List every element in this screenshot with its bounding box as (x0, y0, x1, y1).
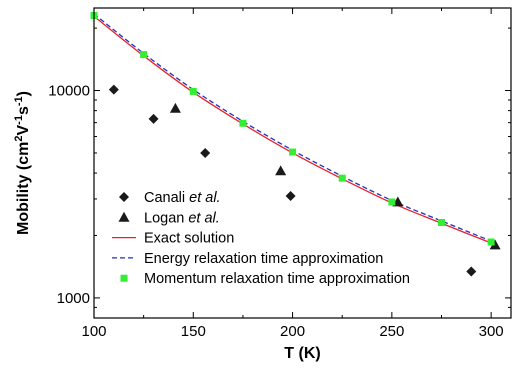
y-axis-label-sup1: 2 (13, 136, 25, 142)
x-axis-label: T (K) (284, 345, 320, 362)
y-axis-label-mid1: V (15, 125, 32, 136)
y-axis-label: Mobility (cm2V-1s-1) (13, 91, 32, 235)
data-point-momentum-relaxation-time-approximation (289, 148, 297, 156)
y-tick-label: 10000 (48, 83, 90, 100)
series-layer (90, 12, 501, 277)
y-axis-label-sup3: -1 (13, 96, 25, 106)
legend-label-logan-et-al: Logan et al. (144, 210, 220, 226)
data-point-momentum-relaxation-time-approximation (388, 198, 396, 206)
series-line-exact-solution (93, 15, 492, 244)
data-point-momentum-relaxation-time-approximation (239, 119, 247, 127)
y-axis-label-mid2: s (15, 106, 32, 115)
legend-label-energy-relaxation-time-approximation: Energy relaxation time approximation (144, 251, 383, 267)
y-axis-label-prefix: Mobility (cm (15, 142, 32, 235)
data-point-canali-et-al (200, 147, 211, 158)
legend-label-exact-solution: Exact solution (144, 231, 234, 247)
y-axis-label-sup2: -1 (13, 115, 25, 125)
data-point-momentum-relaxation-time-approximation (487, 238, 495, 246)
x-tick-label: 100 (81, 323, 106, 340)
data-point-momentum-relaxation-time-approximation (338, 174, 346, 182)
y-axis-label-suffix: ) (15, 91, 32, 96)
legend-swatch-momentum-relaxation-time-approximation (120, 274, 128, 282)
data-point-momentum-relaxation-time-approximation (140, 51, 148, 59)
data-point-momentum-relaxation-time-approximation (189, 87, 197, 95)
legend-swatch-logan-et-al (118, 211, 130, 222)
axis-ticks: 100 150 200 250 300 1000 10000 (48, 8, 511, 340)
data-point-canali-et-al (108, 84, 119, 95)
data-point-logan-et-al (169, 102, 181, 113)
x-tick-label: 300 (479, 323, 504, 340)
series-line-energy-relaxation-time-approximation (93, 13, 492, 242)
x-tick-label: 250 (379, 323, 404, 340)
legend-swatch-canali-et-al (119, 192, 129, 202)
legend-label-canali-et-al: Canali et al. (144, 190, 221, 206)
data-point-momentum-relaxation-time-approximation (438, 218, 445, 226)
legend-label-momentum-relaxation-time-approximation: Momentum relaxation time approximation (144, 271, 410, 287)
legend: Canali et al. Logan et al. Exact solution E… (112, 190, 410, 287)
data-point-canali-et-al (148, 113, 159, 124)
data-point-logan-et-al (275, 165, 287, 176)
x-tick-label: 200 (280, 323, 305, 340)
x-tick-label: 150 (181, 323, 206, 340)
y-tick-label: 1000 (57, 290, 90, 307)
data-point-canali-et-al (466, 266, 477, 277)
plot-frame (93, 7, 512, 319)
data-point-logan-et-al (489, 239, 501, 250)
data-point-canali-et-al (285, 191, 296, 202)
